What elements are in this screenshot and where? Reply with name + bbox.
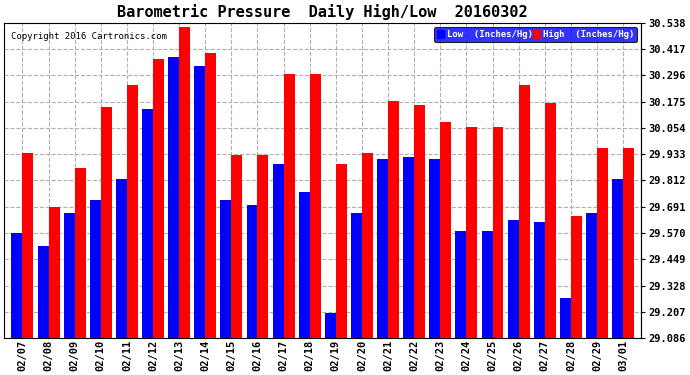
Bar: [37, 246, 48, 338]
Bar: [75, 168, 86, 338]
Bar: [168, 57, 179, 338]
Bar: [325, 314, 336, 338]
Bar: [362, 153, 373, 338]
Bar: [127, 85, 138, 338]
Bar: [377, 159, 388, 338]
Bar: [101, 107, 112, 338]
Bar: [560, 298, 571, 338]
Bar: [90, 201, 101, 338]
Bar: [493, 127, 504, 338]
Bar: [466, 127, 477, 338]
Legend: Low  (Inches/Hg), High  (Inches/Hg): Low (Inches/Hg), High (Inches/Hg): [434, 27, 637, 42]
Bar: [429, 159, 440, 338]
Bar: [388, 100, 399, 338]
Bar: [351, 213, 362, 338]
Bar: [195, 66, 205, 338]
Bar: [455, 231, 466, 338]
Bar: [116, 179, 127, 338]
Bar: [623, 148, 634, 338]
Bar: [220, 201, 231, 338]
Bar: [545, 103, 555, 338]
Bar: [284, 74, 295, 338]
Bar: [403, 157, 414, 338]
Bar: [153, 59, 164, 338]
Bar: [273, 164, 284, 338]
Bar: [310, 74, 321, 338]
Bar: [534, 222, 545, 338]
Bar: [23, 153, 33, 338]
Bar: [612, 179, 623, 338]
Bar: [299, 192, 310, 338]
Bar: [12, 233, 23, 338]
Bar: [246, 205, 257, 338]
Text: Copyright 2016 Cartronics.com: Copyright 2016 Cartronics.com: [10, 32, 166, 41]
Bar: [597, 148, 608, 338]
Bar: [231, 155, 242, 338]
Bar: [519, 85, 530, 338]
Bar: [571, 216, 582, 338]
Bar: [48, 207, 59, 338]
Bar: [508, 220, 519, 338]
Bar: [414, 105, 425, 338]
Bar: [63, 213, 75, 338]
Bar: [142, 109, 153, 338]
Bar: [257, 155, 268, 338]
Bar: [482, 231, 493, 338]
Bar: [336, 164, 347, 338]
Title: Barometric Pressure  Daily High/Low  20160302: Barometric Pressure Daily High/Low 20160…: [117, 4, 528, 20]
Bar: [205, 53, 216, 338]
Bar: [440, 122, 451, 338]
Bar: [586, 213, 597, 338]
Bar: [179, 27, 190, 338]
